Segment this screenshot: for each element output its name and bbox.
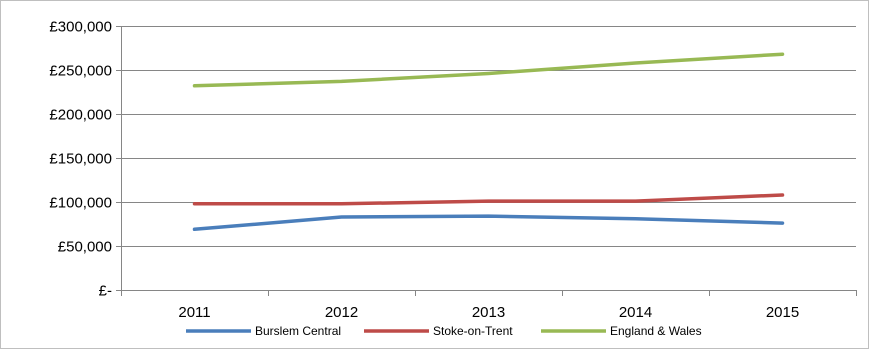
series-line-3 (192, 52, 785, 88)
y-tick-label: £100,000 (49, 195, 112, 212)
series-line-2 (192, 193, 785, 206)
x-tick-label: 2015 (766, 304, 799, 321)
x-tick-label: 2012 (325, 304, 358, 321)
x-tick-label: 2013 (472, 304, 505, 321)
legend-label: Burslem Central (255, 324, 341, 338)
series-line-1 (192, 214, 785, 232)
legend-label: Stoke-on-Trent (433, 324, 513, 338)
legend: Burslem Central Stoke-on-Trent England & W… (186, 324, 702, 338)
y-tick-label: £150,000 (49, 151, 112, 168)
gridlines (121, 26, 856, 247)
y-tick-label: £300,000 (49, 19, 112, 36)
y-tick-label: £250,000 (49, 63, 112, 80)
x-tick-label: 2014 (619, 304, 652, 321)
series-lines (192, 52, 785, 232)
y-tick-label: £- (99, 283, 112, 300)
x-tick-label: 2011 (178, 304, 210, 321)
axes: £- £50,000 £100,000 £150,000 £200,000 £250,00… (49, 19, 857, 321)
y-tick-label: £50,000 (58, 239, 112, 256)
legend-label: England & Wales (610, 324, 702, 338)
y-tick-label: £200,000 (49, 107, 112, 124)
